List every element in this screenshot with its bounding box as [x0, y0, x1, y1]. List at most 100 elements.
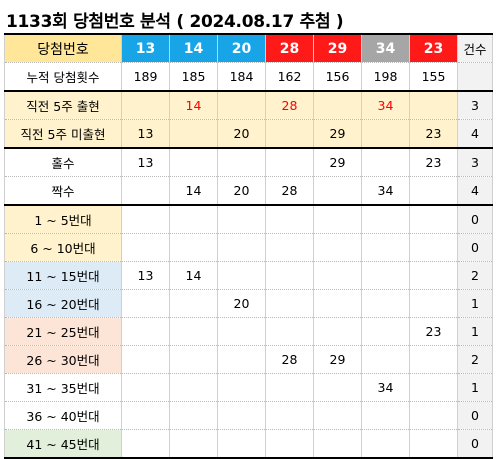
number-cell [121, 204, 170, 234]
table-row: 41 ~ 45번대 0 [4, 429, 493, 459]
number-cell: 20 [217, 289, 266, 318]
table-row: 11 ~ 15번대 13 14 2 [4, 261, 493, 290]
number-cell [265, 429, 314, 459]
number-cell [361, 317, 410, 346]
analysis-table-body: 당첨번호 13 14 20 28 29 34 23 건수 누적 당첨횟수 189 185 184 162 1… [4, 33, 493, 459]
table-row: 직전 5주 미출현 13 20 29 23 4 [4, 119, 493, 149]
number-cell [361, 289, 410, 318]
row-label: 직전 5주 출현 [4, 90, 122, 120]
table-row: 16 ~ 20번대 20 1 [4, 289, 493, 318]
number-cell [217, 401, 266, 430]
table-row: 직전 5주 출현 14 28 34 3 [4, 90, 493, 120]
number-cell [361, 147, 410, 177]
table-row: 1 ~ 5번대 0 [4, 204, 493, 234]
number-cell [313, 373, 362, 402]
number-cell [361, 345, 410, 374]
row-label: 6 ~ 10번대 [4, 233, 122, 262]
number-cell: 34 [361, 176, 410, 206]
number-cell: 28 [265, 176, 314, 206]
winning-ball: 29 [313, 33, 362, 63]
number-cell [313, 289, 362, 318]
number-cell [217, 261, 266, 290]
count-cell: 1 [457, 373, 493, 402]
count-cell: 4 [457, 119, 493, 149]
count-cell [457, 62, 493, 92]
number-cell: 20 [217, 176, 266, 206]
count-header: 건수 [457, 33, 493, 63]
winning-ball: 28 [265, 33, 314, 63]
number-cell [121, 317, 170, 346]
number-cell [169, 289, 218, 318]
number-cell [121, 429, 170, 459]
table-row: 36 ~ 40번대 0 [4, 401, 493, 430]
number-cell: 28 [265, 345, 314, 374]
count-cell: 1 [457, 289, 493, 318]
count-cell: 0 [457, 401, 493, 430]
page-title: 1133회 당첨번호 분석 ( 2024.08.17 추첨 ) [6, 12, 344, 32]
number-cell [361, 401, 410, 430]
number-cell [217, 429, 266, 459]
row-label: 1 ~ 5번대 [4, 204, 122, 234]
row-label: 11 ~ 15번대 [4, 261, 122, 290]
number-cell [169, 147, 218, 177]
number-cell [217, 317, 266, 346]
number-cell: 29 [313, 345, 362, 374]
number-cell [265, 147, 314, 177]
number-cell: 185 [169, 62, 218, 92]
number-cell: 20 [217, 119, 266, 149]
number-cell: 23 [409, 119, 458, 149]
number-cell [265, 204, 314, 234]
number-cell [121, 289, 170, 318]
number-cell: 34 [361, 90, 410, 120]
number-cell [313, 401, 362, 430]
number-cell: 29 [313, 119, 362, 149]
number-cell [217, 233, 266, 262]
number-cell: 184 [217, 62, 266, 92]
row-label: 21 ~ 25번대 [4, 317, 122, 346]
count-cell: 0 [457, 233, 493, 262]
count-cell: 4 [457, 176, 493, 206]
number-cell: 155 [409, 62, 458, 92]
number-cell [169, 233, 218, 262]
number-cell [409, 373, 458, 402]
number-cell [217, 204, 266, 234]
number-cell [169, 204, 218, 234]
number-cell [121, 373, 170, 402]
number-cell [217, 147, 266, 177]
number-cell: 13 [121, 261, 170, 290]
number-cell: 162 [265, 62, 314, 92]
count-cell: 0 [457, 204, 493, 234]
number-cell [169, 373, 218, 402]
number-cell [217, 90, 266, 120]
row-label: 직전 5주 미출현 [4, 119, 122, 149]
number-cell [409, 233, 458, 262]
table-row: 짝수 14 20 28 34 4 [4, 176, 493, 206]
count-cell: 2 [457, 261, 493, 290]
number-cell: 23 [409, 317, 458, 346]
number-cell [409, 261, 458, 290]
number-cell [361, 429, 410, 459]
number-cell [169, 345, 218, 374]
number-cell [313, 233, 362, 262]
number-cell [265, 289, 314, 318]
winning-ball: 14 [169, 33, 218, 63]
number-cell [169, 401, 218, 430]
number-cell [265, 261, 314, 290]
number-cell: 14 [169, 261, 218, 290]
number-cell [409, 429, 458, 459]
count-cell: 1 [457, 317, 493, 346]
analysis-table: 당첨번호 13 14 20 28 29 34 23 건수 누적 당첨횟수 189 185 184 162 1… [4, 33, 493, 459]
header-row: 당첨번호 13 14 20 28 29 34 23 건수 [4, 33, 493, 63]
number-cell: 198 [361, 62, 410, 92]
number-cell [409, 204, 458, 234]
number-cell [121, 90, 170, 120]
table-row: 26 ~ 30번대 28 29 2 [4, 345, 493, 374]
row-label: 홀수 [4, 147, 122, 177]
number-cell [265, 373, 314, 402]
count-cell: 2 [457, 345, 493, 374]
number-cell: 34 [361, 373, 410, 402]
table-row: 21 ~ 25번대 23 1 [4, 317, 493, 346]
number-cell [409, 176, 458, 206]
row-label: 짝수 [4, 176, 122, 206]
row-label: 41 ~ 45번대 [4, 429, 122, 459]
